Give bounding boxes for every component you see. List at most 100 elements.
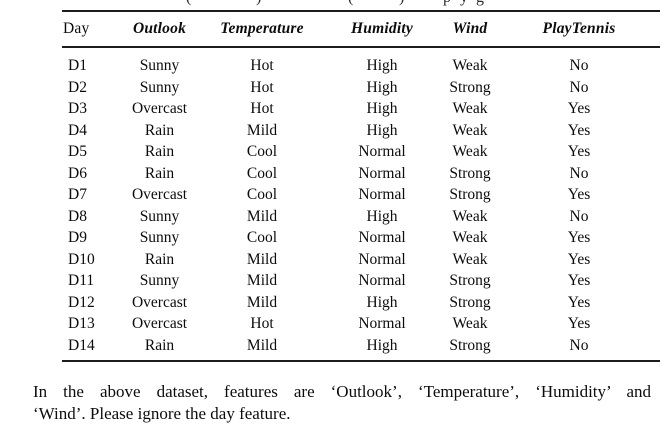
- column-header-humidity: Humidity: [322, 11, 442, 47]
- cell-temperature: Hot: [202, 77, 322, 99]
- cell-outlook: Overcast: [117, 292, 202, 314]
- cropped-text-fragment: y: [460, 0, 468, 6]
- cell-wind: Weak: [442, 120, 498, 142]
- cell-temperature: Mild: [202, 335, 322, 362]
- cell-outlook: Rain: [117, 249, 202, 271]
- cropped-text-fragment: p: [443, 0, 451, 6]
- cell-playtennis: Yes: [498, 98, 660, 120]
- cell-day: D11: [62, 270, 117, 292]
- cell-temperature: Cool: [202, 184, 322, 206]
- note-line-2: ‘Wind’. Please ignore the day feature.: [33, 403, 651, 424]
- cell-temperature: Mild: [202, 120, 322, 142]
- cell-day: D4: [62, 120, 117, 142]
- cell-humidity: High: [322, 206, 442, 228]
- cell-humidity: High: [322, 120, 442, 142]
- cell-outlook: Overcast: [117, 313, 202, 335]
- cell-wind: Weak: [442, 227, 498, 249]
- cell-wind: Weak: [442, 141, 498, 163]
- cell-playtennis: Yes: [498, 292, 660, 314]
- cell-outlook: Sunny: [117, 227, 202, 249]
- cell-playtennis: No: [498, 77, 660, 99]
- cell-humidity: High: [322, 335, 442, 362]
- cell-outlook: Rain: [117, 163, 202, 185]
- cell-wind: Strong: [442, 335, 498, 362]
- column-header-temperature: Temperature: [202, 11, 322, 47]
- column-header-wind: Wind: [442, 11, 498, 47]
- cropped-text-fragment: (: [348, 0, 353, 6]
- cell-day: D12: [62, 292, 117, 314]
- cell-playtennis: Yes: [498, 270, 660, 292]
- cropped-text-fragment: ): [399, 0, 404, 6]
- playtennis-table-wrap: Day Outlook Temperature Humidity Wind Pl…: [62, 10, 660, 362]
- cell-outlook: Sunny: [117, 270, 202, 292]
- cell-wind: Strong: [442, 163, 498, 185]
- cell-wind: Weak: [442, 98, 498, 120]
- cell-temperature: Hot: [202, 47, 322, 77]
- cell-outlook: Sunny: [117, 77, 202, 99]
- cell-outlook: Rain: [117, 335, 202, 362]
- cell-temperature: Mild: [202, 206, 322, 228]
- cell-playtennis: Yes: [498, 313, 660, 335]
- column-header-outlook: Outlook: [117, 11, 202, 47]
- cropped-text-fragment: (: [186, 0, 191, 6]
- playtennis-table: Day Outlook Temperature Humidity Wind Pl…: [62, 10, 660, 362]
- cell-wind: Weak: [442, 313, 498, 335]
- cell-outlook: Sunny: [117, 206, 202, 228]
- cell-playtennis: No: [498, 47, 660, 77]
- cell-wind: Weak: [442, 206, 498, 228]
- cell-humidity: Normal: [322, 163, 442, 185]
- cell-temperature: Hot: [202, 313, 322, 335]
- cropped-text-fragment: ): [256, 0, 261, 6]
- cell-wind: Weak: [442, 47, 498, 77]
- cell-humidity: Normal: [322, 141, 442, 163]
- cell-humidity: High: [322, 292, 442, 314]
- cell-playtennis: Yes: [498, 227, 660, 249]
- cell-day: D10: [62, 249, 117, 271]
- cell-wind: Strong: [442, 270, 498, 292]
- cell-day: D14: [62, 335, 117, 362]
- cell-humidity: High: [322, 47, 442, 77]
- cell-humidity: Normal: [322, 227, 442, 249]
- cell-playtennis: Yes: [498, 249, 660, 271]
- cell-day: D8: [62, 206, 117, 228]
- cell-outlook: Rain: [117, 141, 202, 163]
- cell-temperature: Mild: [202, 292, 322, 314]
- cell-temperature: Cool: [202, 163, 322, 185]
- cell-outlook: Overcast: [117, 98, 202, 120]
- cell-wind: Strong: [442, 292, 498, 314]
- cell-humidity: Normal: [322, 249, 442, 271]
- cell-day: D7: [62, 184, 117, 206]
- cell-playtennis: No: [498, 206, 660, 228]
- column-header-day: Day: [62, 11, 117, 47]
- cropped-text-fragment: g: [476, 0, 484, 6]
- cell-temperature: Mild: [202, 270, 322, 292]
- cell-humidity: Normal: [322, 184, 442, 206]
- column-header-playtennis: PlayTennis: [498, 11, 660, 47]
- cell-playtennis: Yes: [498, 141, 660, 163]
- cell-humidity: Normal: [322, 270, 442, 292]
- cell-day: D1: [62, 47, 117, 77]
- note-line-1: In the above dataset, features are ‘Outl…: [33, 381, 651, 403]
- cropped-line-artifact: () () p y g: [0, 0, 670, 9]
- cell-temperature: Mild: [202, 249, 322, 271]
- cell-wind: Weak: [442, 249, 498, 271]
- cell-temperature: Cool: [202, 141, 322, 163]
- cell-day: D6: [62, 163, 117, 185]
- table-header: Day Outlook Temperature Humidity Wind Pl…: [62, 11, 660, 47]
- cell-humidity: Normal: [322, 313, 442, 335]
- cell-day: D3: [62, 98, 117, 120]
- cell-wind: Strong: [442, 77, 498, 99]
